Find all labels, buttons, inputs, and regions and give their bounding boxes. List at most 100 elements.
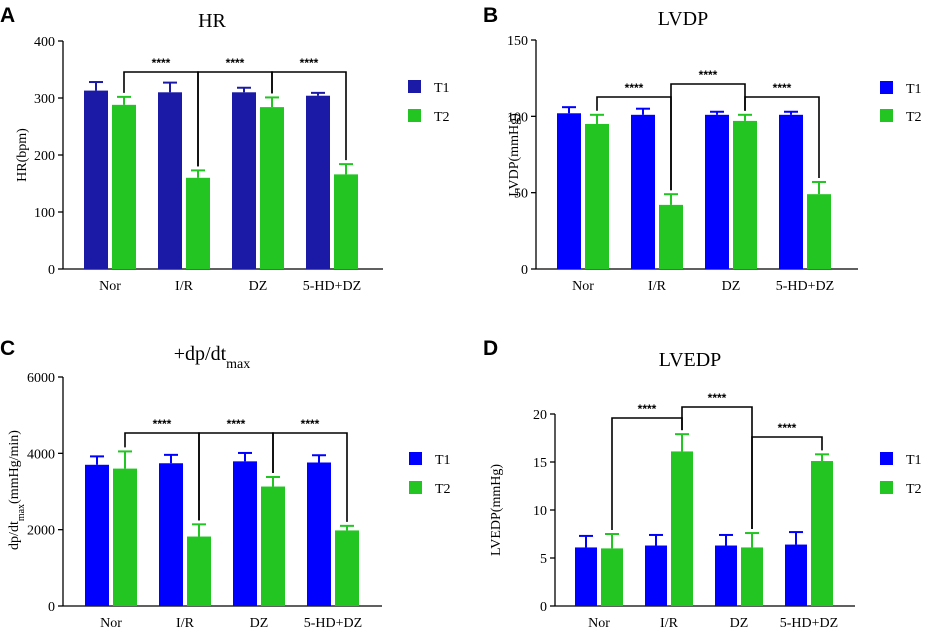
chart-panel-d: D LVEDP 0 5 10 15 20 LVEDP(mmHg) Nor I/R DZ 5-HD+DZ… bbox=[483, 337, 922, 631]
bar-t1-0 bbox=[557, 113, 581, 269]
legend-swatch-t2 bbox=[880, 109, 893, 122]
bar-t2-0 bbox=[585, 123, 609, 269]
bar-t1-2 bbox=[233, 461, 257, 606]
significance-label: **** bbox=[153, 417, 172, 431]
legend-label: T1 bbox=[434, 81, 450, 96]
bar-t1-1 bbox=[645, 545, 667, 606]
x-tick-label: Nor bbox=[99, 279, 121, 294]
x-tick-label: I/R bbox=[175, 279, 194, 294]
chart-panel-a: A HR 0 100 200 300 400 HR(bpm) Nor I/R DZ 5-HD+DZ **… bbox=[0, 4, 450, 294]
x-tick-label: DZ bbox=[730, 616, 749, 631]
bar-t1-2 bbox=[232, 92, 256, 269]
x-tick-label: I/R bbox=[176, 616, 195, 631]
chart-panel-c: C +dp/dtmax 0 2000 4000 6000 dp/dtmax(mmHg/min… bbox=[0, 337, 451, 631]
x-tick-label: DZ bbox=[250, 616, 269, 631]
bar-t2-2 bbox=[741, 547, 763, 606]
bar-t2-1 bbox=[187, 536, 211, 606]
significance-bracket bbox=[271, 71, 347, 161]
significance-bracket bbox=[744, 96, 820, 178]
y-tick-label: 0 bbox=[48, 263, 55, 278]
significance-label: **** bbox=[301, 417, 320, 431]
chart-title: LVEDP bbox=[659, 349, 722, 371]
bar-t1-0 bbox=[575, 547, 597, 606]
significance-bracket bbox=[272, 432, 348, 522]
legend-swatch-t1 bbox=[880, 81, 893, 94]
significance-label: **** bbox=[300, 56, 319, 70]
bar-t2-1 bbox=[659, 204, 683, 269]
y-tick-label: 4000 bbox=[27, 447, 55, 462]
y-tick-label: 10 bbox=[533, 504, 547, 519]
significance-label: **** bbox=[778, 421, 797, 435]
x-tick-label: I/R bbox=[648, 279, 667, 294]
bar-t2-3 bbox=[335, 530, 359, 606]
y-axis-label-suffix: (mmHg/min) bbox=[7, 430, 22, 504]
bar-t2-0 bbox=[113, 468, 137, 606]
y-axis-label: LVDP(mmHg) bbox=[507, 113, 522, 197]
panel-letter: C bbox=[0, 337, 15, 360]
y-tick-label: 20 bbox=[533, 408, 547, 423]
bar-t1-2 bbox=[715, 545, 737, 606]
legend-swatch-t1 bbox=[408, 80, 421, 93]
panel-letter: A bbox=[0, 4, 15, 27]
legend-label: T2 bbox=[906, 482, 922, 497]
legend-swatch-t2 bbox=[409, 481, 422, 494]
bar-t1-1 bbox=[158, 92, 182, 269]
x-tick-label: I/R bbox=[660, 616, 679, 631]
x-tick-label: DZ bbox=[249, 279, 268, 294]
x-tick-label: Nor bbox=[572, 279, 594, 294]
x-tick-label: 5-HD+DZ bbox=[304, 616, 362, 631]
panel-letter: D bbox=[483, 337, 498, 360]
y-axis-label: dp/dtmax(mmHg/min) bbox=[7, 430, 27, 550]
legend-swatch-t1 bbox=[409, 452, 422, 465]
bar-t1-0 bbox=[84, 90, 108, 269]
bar-t2-3 bbox=[811, 461, 833, 606]
bar-t1-3 bbox=[779, 114, 803, 269]
y-tick-label: 150 bbox=[507, 34, 528, 49]
bar-t2-1 bbox=[671, 451, 693, 606]
bar-t2-2 bbox=[261, 486, 285, 606]
significance-label: **** bbox=[708, 391, 727, 405]
bar-t2-0 bbox=[601, 548, 623, 606]
chart-title: +dp/dtmax bbox=[174, 343, 251, 372]
x-tick-label: 5-HD+DZ bbox=[780, 616, 838, 631]
chart-title: HR bbox=[198, 10, 226, 32]
bar-t2-3 bbox=[334, 174, 358, 269]
x-tick-label: Nor bbox=[100, 616, 122, 631]
bar-t2-2 bbox=[733, 120, 757, 269]
bar-t2-3 bbox=[807, 194, 831, 269]
legend-swatch-t2 bbox=[408, 109, 421, 122]
significance-label: **** bbox=[226, 56, 245, 70]
significance-label: **** bbox=[638, 402, 657, 416]
bar-t1-3 bbox=[785, 544, 807, 606]
bar-t2-2 bbox=[260, 107, 284, 270]
bar-t2-0 bbox=[112, 104, 136, 269]
y-tick-label: 0 bbox=[521, 263, 528, 278]
significance-label: **** bbox=[773, 81, 792, 95]
y-tick-label: 0 bbox=[48, 600, 55, 615]
legend-label: T1 bbox=[906, 453, 922, 468]
bar-t1-1 bbox=[159, 463, 183, 606]
legend-label: T1 bbox=[435, 453, 451, 468]
y-tick-label: 2000 bbox=[27, 524, 55, 539]
legend-swatch-t2 bbox=[880, 481, 893, 494]
y-tick-label: 5 bbox=[540, 552, 547, 567]
legend-label: T2 bbox=[435, 482, 451, 497]
x-tick-label: DZ bbox=[722, 279, 741, 294]
bar-t1-2 bbox=[705, 114, 729, 269]
bar-t1-3 bbox=[307, 462, 331, 606]
x-tick-label: 5-HD+DZ bbox=[776, 279, 834, 294]
legend-label: T2 bbox=[434, 110, 450, 125]
y-tick-label: 100 bbox=[507, 110, 528, 125]
bar-t1-3 bbox=[306, 95, 330, 269]
legend-swatch-t1 bbox=[880, 452, 893, 465]
significance-label: **** bbox=[227, 417, 246, 431]
y-tick-label: 50 bbox=[514, 187, 528, 202]
x-tick-label: Nor bbox=[588, 616, 610, 631]
y-tick-label: 100 bbox=[34, 206, 55, 221]
y-axis-label-subscript: max bbox=[16, 504, 27, 521]
significance-label: **** bbox=[152, 56, 171, 70]
significance-label: **** bbox=[699, 68, 718, 82]
bar-t2-1 bbox=[186, 177, 210, 269]
bar-t1-0 bbox=[85, 464, 109, 606]
y-tick-label: 0 bbox=[540, 600, 547, 615]
